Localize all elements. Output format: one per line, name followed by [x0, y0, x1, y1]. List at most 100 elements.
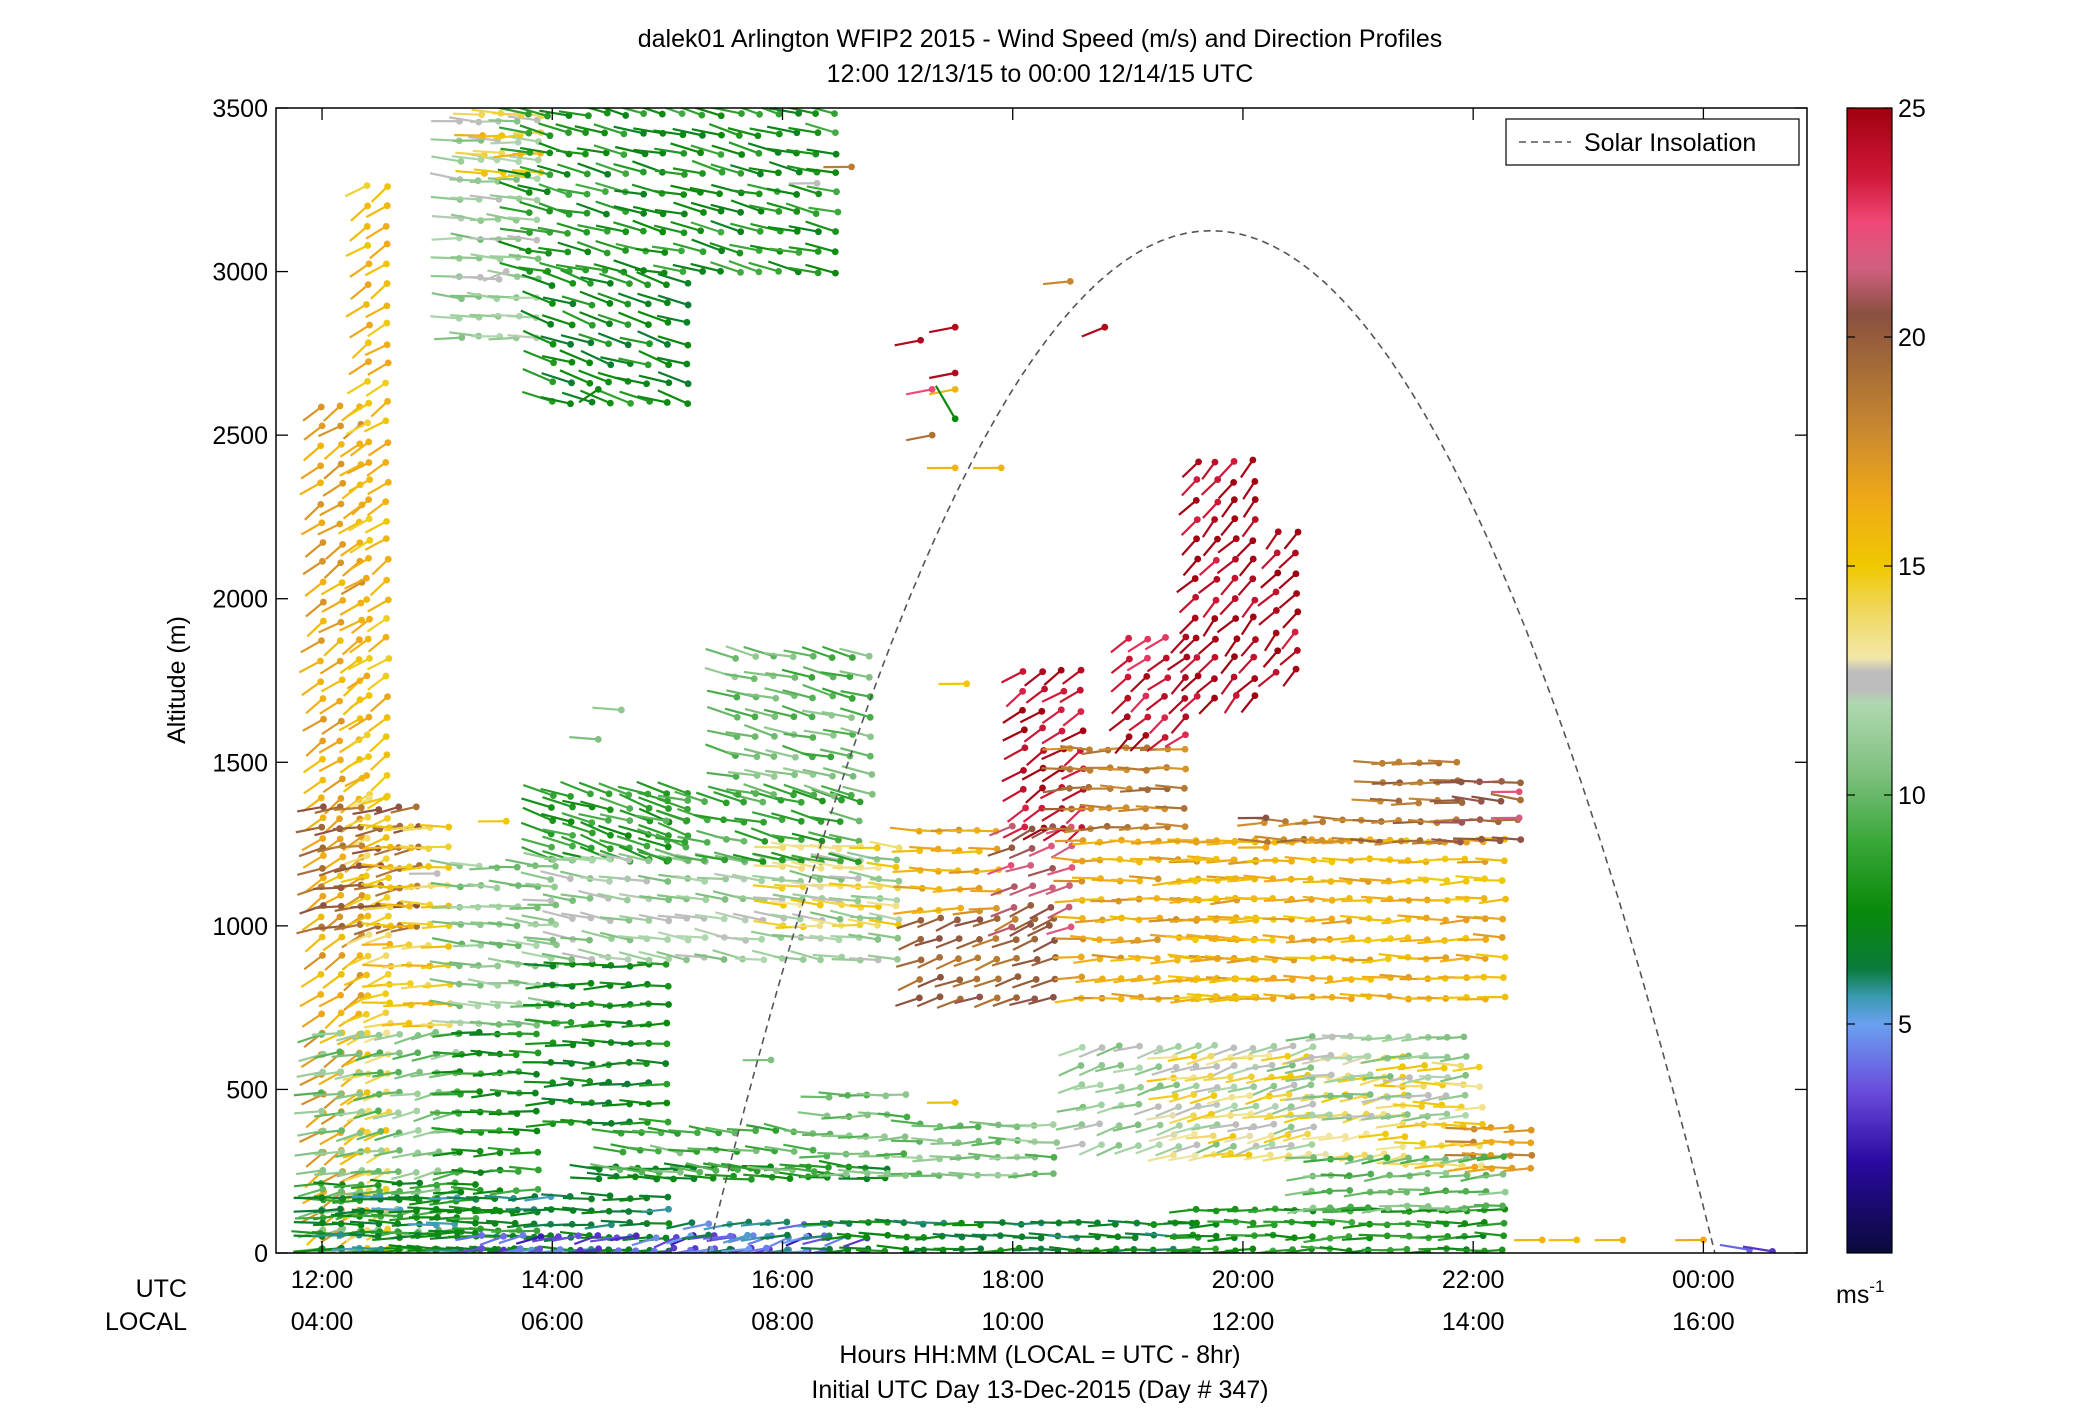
wind-barb-staff	[711, 144, 743, 156]
wind-barb-point	[366, 536, 374, 544]
wind-barb-staff	[810, 816, 841, 823]
wind-barb-point	[775, 130, 783, 138]
wind-barb-point	[1182, 633, 1190, 641]
wind-barb-point	[893, 955, 901, 963]
wind-barb-point	[928, 431, 936, 439]
wind-barb-point	[457, 158, 465, 165]
wind-barb-staff	[580, 833, 611, 850]
wind-barb-point	[525, 209, 533, 217]
wind-barb-staff	[1146, 736, 1166, 753]
wind-barb-point	[1211, 675, 1218, 683]
wind-barb-staff	[685, 1162, 717, 1172]
wind-barb-staff	[297, 1188, 324, 1198]
wind-barb-staff	[897, 978, 921, 992]
wind-barb-staff	[657, 849, 689, 862]
wind-barb-point	[703, 839, 711, 846]
wind-barb-staff	[1168, 880, 1196, 886]
wind-barb-point	[1019, 785, 1027, 793]
wind-barb-point	[738, 151, 746, 158]
wind-barb-point	[588, 398, 596, 406]
wind-barb-staff	[431, 215, 462, 220]
wind-barb-staff	[1320, 1173, 1350, 1177]
wind-barb-staff	[1041, 708, 1062, 725]
wind-barb-point	[337, 559, 345, 567]
wind-barb-staff	[658, 854, 689, 863]
wind-barb-point	[1230, 479, 1238, 486]
wind-barb-staff	[367, 361, 389, 376]
wind-barb-staff	[363, 419, 387, 433]
wind-barb-staff	[808, 206, 839, 214]
wind-barb-point	[809, 694, 816, 702]
wind-barb-point	[753, 753, 761, 761]
wind-barb-point	[1290, 1081, 1298, 1089]
wind-barb-point	[566, 875, 574, 883]
wind-barb-staff	[973, 977, 999, 988]
wind-barb-staff	[487, 1146, 518, 1152]
wind-barb-staff	[1001, 670, 1024, 684]
wind-barb-point	[810, 1168, 818, 1175]
wind-barb-staff	[1427, 759, 1457, 764]
wind-barb-point	[1067, 923, 1075, 931]
wind-barb-staff	[522, 898, 552, 902]
wind-barb-staff	[614, 145, 646, 155]
wind-barb-point	[825, 1093, 833, 1101]
wind-barb-point	[1212, 895, 1220, 903]
wind-barb-point	[1322, 1150, 1330, 1158]
wind-barb-staff	[1236, 677, 1256, 694]
wind-barb-point	[549, 340, 557, 348]
wind-barb-staff	[541, 372, 572, 384]
wind-barb-point	[546, 149, 554, 157]
wind-barb-point	[793, 227, 801, 235]
wind-barb-staff	[1131, 840, 1159, 845]
wind-barb-point	[1500, 1232, 1508, 1240]
wind-barb-staff	[576, 241, 608, 255]
wind-barb-staff	[352, 1071, 381, 1076]
wind-barb-staff	[1438, 897, 1467, 902]
wind-barb-point	[756, 227, 764, 235]
wind-barb-point	[568, 321, 576, 329]
wind-barb-staff	[812, 953, 842, 959]
wind-barb-point	[874, 921, 881, 929]
wind-barb-staff	[425, 1221, 455, 1226]
wind-barb-staff	[1304, 917, 1332, 923]
wind-barb-staff	[1473, 878, 1503, 882]
wind-barb-staff	[563, 1022, 592, 1029]
wind-barb-staff	[582, 1121, 612, 1125]
wind-barb-point	[364, 952, 372, 960]
wind-barb-point	[1144, 713, 1152, 721]
wind-barb-point	[1500, 857, 1508, 865]
wind-barb-point	[619, 1148, 627, 1156]
wind-barb-staff	[487, 921, 518, 927]
wind-barb-staff	[1155, 805, 1185, 810]
wind-barb-staff	[432, 1191, 461, 1195]
wind-barb-staff	[350, 205, 369, 222]
wind-barb-point	[366, 615, 373, 623]
wind-barb-staff	[488, 119, 518, 123]
wind-barb-staff	[690, 221, 722, 234]
wind-barb-staff	[349, 262, 370, 278]
wind-barb-point	[812, 110, 819, 117]
wind-barb-staff	[688, 1125, 719, 1134]
wind-barb-point	[495, 195, 503, 203]
wind-barb-staff	[767, 260, 799, 273]
wind-barb-point	[654, 1147, 662, 1155]
wind-barb-staff	[750, 222, 781, 233]
wind-barb-point	[362, 1010, 370, 1018]
wind-barb-staff	[763, 651, 794, 658]
wind-barb-staff	[994, 918, 1016, 933]
wind-barb-point	[951, 385, 959, 393]
wind-barb-staff	[539, 261, 570, 273]
wind-barb-point	[362, 301, 370, 308]
wind-barb-staff	[599, 916, 630, 922]
wind-barb-staff	[1079, 803, 1110, 810]
wind-barb-staff	[538, 246, 568, 254]
wind-barb-staff	[744, 707, 776, 718]
wind-barb-point	[383, 319, 391, 327]
wind-barb-staff	[1005, 690, 1024, 708]
wind-barb-staff	[638, 950, 669, 961]
wind-barb-point	[605, 378, 612, 386]
wind-barb-staff	[578, 781, 610, 795]
wind-barb-staff	[599, 796, 631, 810]
wind-barb-point	[795, 249, 803, 256]
wind-barb-staff	[523, 1080, 553, 1084]
